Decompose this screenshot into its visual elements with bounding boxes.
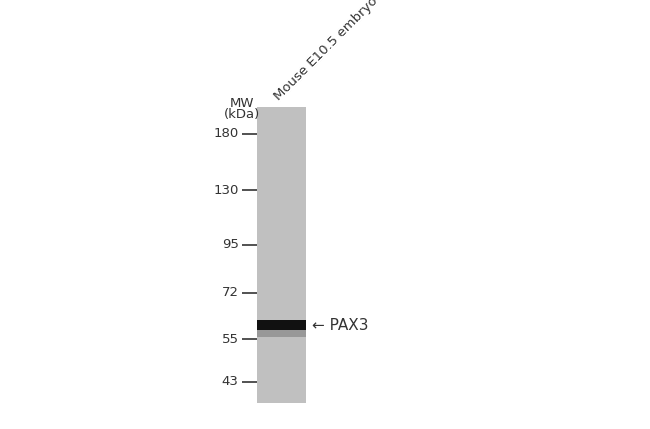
Text: MW: MW xyxy=(230,97,255,110)
Bar xyxy=(257,107,306,403)
Text: 72: 72 xyxy=(222,286,239,299)
Text: 95: 95 xyxy=(222,238,239,251)
Text: (kDa): (kDa) xyxy=(224,108,261,121)
Text: ← PAX3: ← PAX3 xyxy=(312,318,369,333)
Bar xyxy=(257,320,306,330)
Text: Mouse E10.5 embryo: Mouse E10.5 embryo xyxy=(272,0,380,103)
Text: 55: 55 xyxy=(222,333,239,346)
Bar xyxy=(257,329,306,337)
Text: 43: 43 xyxy=(222,375,239,388)
Text: 180: 180 xyxy=(213,127,239,140)
Text: 130: 130 xyxy=(213,184,239,197)
